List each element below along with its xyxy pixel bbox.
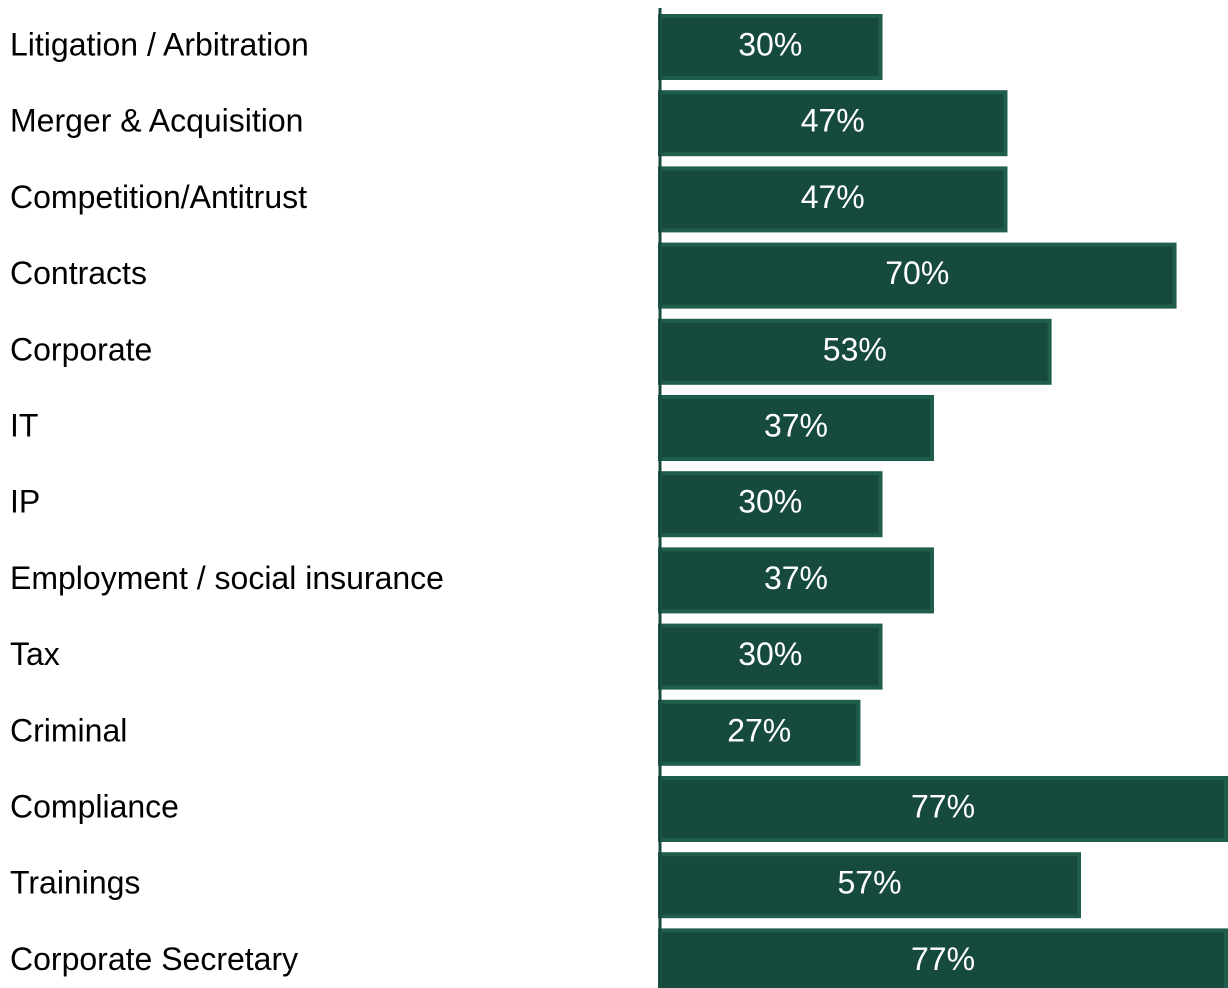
bar bbox=[658, 471, 883, 538]
value-labels: 30% 47% 47% 70% 53% 37% 30% 37% 30% 27% 77% 57% 77% bbox=[727, 26, 975, 976]
bar bbox=[658, 242, 1177, 309]
value-label: 37% bbox=[764, 407, 828, 443]
value-label: 37% bbox=[764, 560, 828, 596]
value-label: 57% bbox=[837, 865, 901, 901]
value-label: 30% bbox=[738, 484, 802, 520]
bar bbox=[658, 852, 1081, 919]
value-label: 77% bbox=[911, 788, 975, 824]
category-label: Merger & Acquisition bbox=[10, 103, 303, 139]
bar bbox=[658, 166, 1008, 233]
category-label: IP bbox=[10, 484, 40, 520]
category-label: Litigation / Arbitration bbox=[10, 26, 309, 62]
category-label: Corporate Secretary bbox=[10, 941, 298, 977]
value-label: 70% bbox=[885, 255, 949, 291]
category-label: Criminal bbox=[10, 712, 127, 748]
category-label: Compliance bbox=[10, 788, 179, 824]
value-label: 47% bbox=[801, 179, 865, 215]
category-label: Trainings bbox=[10, 865, 140, 901]
category-label: Competition/Antitrust bbox=[10, 179, 307, 215]
value-label: 77% bbox=[911, 941, 975, 977]
category-labels: Litigation / Arbitration Merger & Acquisi… bbox=[10, 26, 444, 976]
bars bbox=[658, 14, 1228, 988]
category-label: IT bbox=[10, 407, 38, 443]
value-label: 53% bbox=[823, 331, 887, 367]
bar bbox=[658, 318, 1052, 385]
value-label: 47% bbox=[801, 103, 865, 139]
category-label: Tax bbox=[10, 636, 60, 672]
value-label: 30% bbox=[738, 636, 802, 672]
category-label: Corporate bbox=[10, 331, 152, 367]
bar bbox=[658, 928, 1228, 988]
category-label: Employment / social insurance bbox=[10, 560, 444, 596]
value-label: 30% bbox=[738, 26, 802, 62]
bar bbox=[658, 90, 1008, 157]
value-label: 27% bbox=[727, 712, 791, 748]
bar bbox=[658, 776, 1228, 842]
category-label: Contracts bbox=[10, 255, 147, 291]
